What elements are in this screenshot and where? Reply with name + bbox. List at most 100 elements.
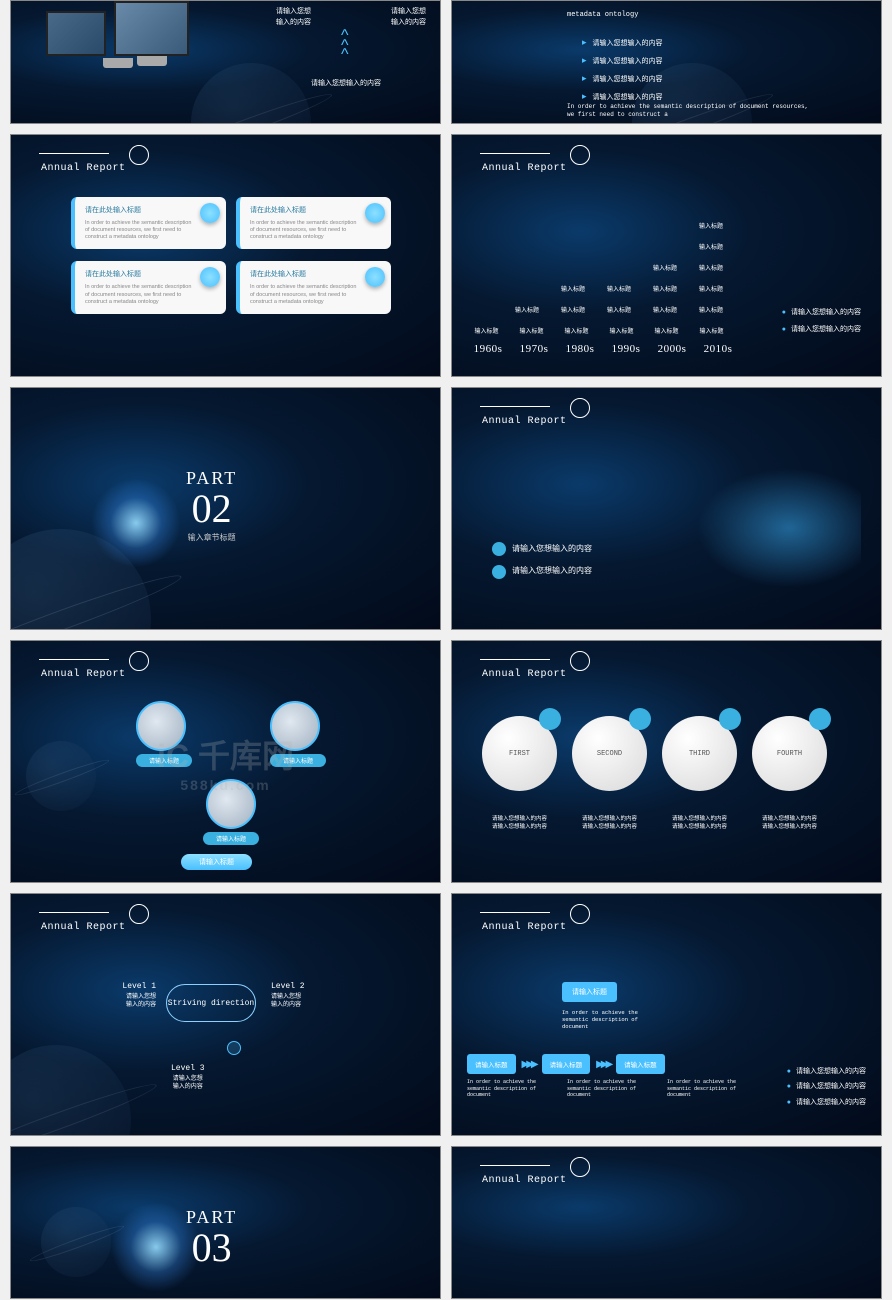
circle-image: [136, 701, 186, 751]
slide-5-part02: PART 02 输入章节标题: [10, 387, 441, 630]
slide2-bullets: 请输入您想输入的内容 请输入您想输入的内容 请输入您想输入的内容 请输入您想输入…: [582, 33, 663, 105]
slide2-title: metadata ontology: [567, 11, 638, 20]
card-desc: In order to achieve the semantic descrip…: [85, 284, 196, 305]
proc-desc: In order to achieve the semantic descrip…: [667, 1079, 739, 1099]
node-dot: [227, 1041, 241, 1055]
level-1: Level 1 请输入您想输入的内容: [101, 982, 156, 1010]
bullet-item: 请输入您想输入的内容: [782, 322, 861, 339]
globe-icon: [492, 565, 506, 579]
white-circle: THIRD: [662, 716, 737, 791]
bullet-item: 请输入您想输入的内容: [787, 1079, 866, 1094]
slide-6: Annual Report 请输入您想输入的内容 请输入您想输入的内容: [451, 387, 882, 630]
annual-report-title: Annual Report: [41, 669, 126, 680]
monitors: [46, 1, 189, 56]
proc-desc: In order to achieve the semantic descrip…: [567, 1079, 639, 1099]
annual-report-title: Annual Report: [41, 163, 126, 174]
particle-cloud: [681, 458, 861, 598]
arrows-up-icon: ^^^: [341, 31, 349, 60]
slide-10: Annual Report 请输入标题 In order to achieve …: [451, 893, 882, 1136]
slide6-bullets: 请输入您想输入的内容 请输入您想输入的内容: [492, 538, 592, 583]
info-card: 请在此处输入标题 In order to achieve the semanti…: [236, 197, 391, 249]
card-desc: In order to achieve the semantic descrip…: [250, 284, 361, 305]
monitor-small: [46, 11, 106, 56]
bullet-item: 请输入您想输入的内容: [582, 33, 663, 51]
card-icon: [365, 267, 385, 287]
process-descs: In order to achieve the semantic descrip…: [467, 1079, 739, 1099]
circle-label: 请输入标题: [136, 754, 192, 767]
subtitle: 请输入您想输入的内容请输入您想输入的内容: [752, 816, 827, 831]
decade: 1960s: [470, 343, 506, 355]
three-circles: 请输入标题 请输入标题 请输入标题: [136, 701, 326, 845]
white-circle: FIRST: [482, 716, 557, 791]
circle-item: 请输入标题: [136, 701, 192, 767]
card-title: 请在此处输入标题: [85, 269, 196, 279]
card-title: 请在此处输入标题: [85, 205, 196, 215]
header-decoration: [480, 145, 600, 165]
slide2-bottom: In order to achieve the semantic descrip…: [567, 103, 817, 120]
decade: 2010s: [700, 343, 736, 355]
bullet-item: 请输入您想输入的内容: [582, 51, 663, 69]
chevron-right-icon: ▶▶▶: [596, 1059, 610, 1070]
part-label: PART 03 输入章节标题: [186, 1207, 237, 1282]
bullet-item: 请输入您想输入的内容: [782, 305, 861, 322]
part-number: 03: [186, 1228, 237, 1268]
bottom-text: 请输入您想输入的内容: [311, 78, 381, 88]
circle-item: 请输入标题: [136, 779, 326, 845]
chevron-right-icon: ▶▶▶: [522, 1059, 536, 1070]
striving-center: Striving direction: [166, 984, 256, 1022]
card-icon: [200, 203, 220, 223]
process-box: 请输入标题: [616, 1054, 665, 1074]
info-card: 请在此处输入标题 In order to achieve the semanti…: [236, 261, 391, 313]
slide-7: Annual Report 请输入标题 请输入标题 请输入标题 请输入标题 iC…: [10, 640, 441, 883]
annual-report-title: Annual Report: [482, 669, 567, 680]
card-title: 请在此处输入标题: [250, 205, 361, 215]
slide-4: Annual Report 输入标题 输入标题 输入标题输入标题 输入标题输入标…: [451, 134, 882, 377]
part-number: 02: [186, 489, 237, 529]
subtitle: 请输入您想输入的内容请输入您想输入的内容: [662, 816, 737, 831]
cards-grid: 请在此处输入标题 In order to achieve the semanti…: [71, 197, 391, 314]
four-circles: FIRST SECOND THIRD FOURTH: [482, 716, 827, 791]
slide4-bullets: 请输入您想输入的内容 请输入您想输入的内容: [782, 305, 861, 339]
main-button: 请输入标题: [181, 854, 252, 870]
proc-desc: In order to achieve the semantic descrip…: [467, 1079, 539, 1099]
slide-1: 请输入您想 输入的内容 ^^^ 请输入您想 输入的内容 请输入您想输入的内容: [10, 0, 441, 124]
header-decoration: [39, 145, 159, 165]
bullet-item: 请输入您想输入的内容: [787, 1095, 866, 1110]
briefcase-icon: [539, 708, 561, 730]
decade: 1980s: [562, 343, 598, 355]
level-3: Level 3 请输入您想输入的内容: [171, 1064, 205, 1092]
part-subtitle: 输入章节标题: [186, 532, 237, 543]
bullet-item: 请输入您想输入的内容: [787, 1064, 866, 1079]
part-label: PART 02 输入章节标题: [186, 468, 237, 543]
info-card: 请在此处输入标题 In order to achieve the semanti…: [71, 197, 226, 249]
slide-9: Annual Report Striving direction Level 1…: [10, 893, 441, 1136]
card-desc: In order to achieve the semantic descrip…: [85, 220, 196, 241]
tools-icon: [629, 708, 651, 730]
decade: 1970s: [516, 343, 552, 355]
headset-icon: [719, 708, 741, 730]
annual-report-title: Annual Report: [41, 922, 126, 933]
header-decoration: [480, 651, 600, 671]
card-title: 请在此处输入标题: [250, 269, 361, 279]
annual-report-title: Annual Report: [482, 416, 567, 427]
bullet-item: 请输入您想输入的内容: [492, 560, 592, 582]
process-box: 请输入标题: [467, 1054, 516, 1074]
header-decoration: [39, 651, 159, 671]
card-icon: [200, 267, 220, 287]
subtitle: 请输入您想输入的内容请输入您想输入的内容: [482, 816, 557, 831]
text-block-2: 请输入您想 输入的内容: [391, 6, 426, 28]
slide-2: metadata ontology 请输入您想输入的内容 请输入您想输入的内容 …: [451, 0, 882, 124]
circle-image: [270, 701, 320, 751]
monitor-large: [114, 1, 189, 56]
bullet-item: 请输入您想输入的内容: [582, 69, 663, 87]
bullet-item: 请输入您想输入的内容: [492, 538, 592, 560]
shield-icon: [809, 708, 831, 730]
info-card: 请在此处输入标题 In order to achieve the semanti…: [71, 261, 226, 313]
header-decoration: [480, 904, 600, 924]
header-decoration: [480, 398, 600, 418]
process-row: 请输入标题 ▶▶▶ 请输入标题 ▶▶▶ 请输入标题: [467, 1054, 665, 1074]
process-box: 请输入标题: [542, 1054, 591, 1074]
level-2: Level 2 请输入您想输入的内容: [271, 982, 305, 1010]
header-decoration: [39, 904, 159, 924]
timeline-grid: 输入标题 输入标题 输入标题输入标题 输入标题输入标题输入标题输入标题 输入标题…: [469, 215, 729, 341]
